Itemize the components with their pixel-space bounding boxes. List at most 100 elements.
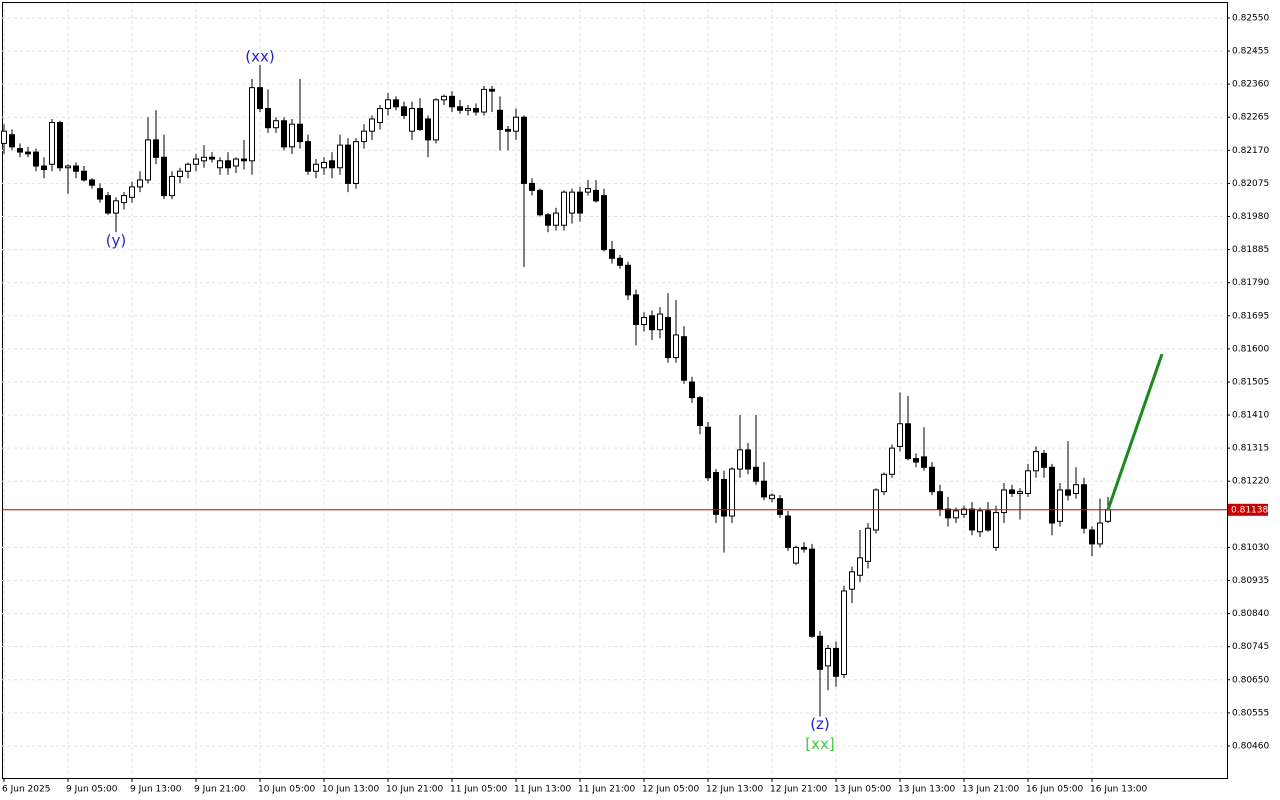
candle-body (57, 121, 63, 169)
y-tick-label: 0.81885 (1232, 245, 1269, 255)
candle-body (897, 423, 903, 447)
y-tick-label: 0.81315 (1232, 444, 1269, 454)
x-tick-label: 11 Jun 13:00 (514, 785, 571, 795)
wave-label: [xx] (805, 735, 834, 753)
candle-body (137, 179, 143, 188)
y-tick-label: 0.80555 (1232, 708, 1269, 718)
candle-body (129, 186, 135, 198)
candle-body (185, 163, 191, 172)
candle-body (257, 87, 263, 110)
candle-body (433, 99, 439, 141)
candle-body (89, 179, 95, 186)
y-tick-label: 0.82455 (1232, 47, 1269, 57)
y-tick-label: 0.80650 (1232, 675, 1269, 685)
candle-body (969, 508, 975, 531)
grid: 0.82550 0.82455 0.82360 0.82265 0.82170 0.820… (2, 3, 1269, 795)
candle-body (521, 116, 527, 184)
candle-body (273, 120, 279, 129)
x-tick-label: 12 Jun 21:00 (770, 785, 827, 795)
y-tick-label: 0.81790 (1232, 278, 1269, 288)
candle-body (993, 512, 999, 548)
candle-body (841, 590, 847, 676)
candle-body (697, 397, 703, 427)
candle-body (497, 109, 503, 130)
candle-body (961, 508, 967, 515)
candle-body (1065, 489, 1071, 496)
y-tick-label: 0.80460 (1232, 741, 1269, 751)
candle-body (345, 144, 351, 184)
candle-body (937, 491, 943, 510)
candle-body (633, 294, 639, 325)
candle-body (569, 191, 575, 214)
candle-body (681, 336, 687, 381)
x-tick-label: 11 Jun 21:00 (578, 785, 635, 795)
y-tick-label: 0.80745 (1232, 642, 1269, 652)
candle-body (921, 456, 927, 468)
x-tick-label: 9 Jun 13:00 (130, 785, 182, 795)
plot-frame (2, 2, 1228, 779)
candle-body (1073, 484, 1079, 494)
x-tick-label: 13 Jun 21:00 (962, 785, 1019, 795)
candle-body (145, 139, 151, 181)
wave-label: (xx) (245, 48, 274, 66)
y-tick-label: 0.82360 (1232, 80, 1269, 90)
candle-body (1057, 489, 1063, 522)
candle-body (49, 121, 55, 165)
candle-body (457, 106, 463, 111)
y-tick-label: 0.80935 (1232, 576, 1269, 586)
candle-body (849, 571, 855, 590)
candle-body (81, 170, 87, 181)
wave-label: (z) (810, 715, 830, 733)
candle-body (865, 527, 871, 562)
candle-body (401, 106, 407, 117)
candle-body (449, 95, 455, 108)
candle-body (793, 546, 799, 564)
candle-body (33, 151, 39, 167)
x-tick-label: 16 Jun 13:00 (1090, 785, 1147, 795)
candle-body (489, 88, 495, 92)
candle-body (289, 123, 295, 148)
candle-body (665, 317, 671, 359)
candle-body (73, 165, 79, 172)
candle-body (473, 108, 479, 113)
x-tick-label: 6 Jun 2025 (2, 785, 50, 795)
candle-body (745, 449, 751, 470)
candle-body (241, 158, 247, 162)
candle-body (385, 99, 391, 110)
candle-body (913, 458, 919, 463)
candle-body (161, 156, 167, 197)
x-tick-label: 16 Jun 05:00 (1026, 785, 1083, 795)
candle-body (505, 128, 511, 132)
candle-body (481, 88, 487, 113)
candle-body (393, 99, 399, 108)
candle-body (601, 195, 607, 251)
candle-body (785, 515, 791, 548)
x-tick-label: 10 Jun 05:00 (258, 785, 315, 795)
candle-body (1001, 489, 1007, 514)
x-tick-label: 12 Jun 05:00 (642, 785, 699, 795)
candle-body (369, 118, 375, 132)
candle-body (377, 108, 383, 123)
overlay: 0.81138 (xx) (y) (z) [xx] (2, 48, 1268, 753)
candle-body (561, 191, 567, 226)
candle-body (201, 156, 207, 162)
x-tick-label: 9 Jun 21:00 (194, 785, 246, 795)
candle-body (529, 182, 535, 191)
candle-body (777, 498, 783, 515)
candle-body (761, 480, 767, 498)
forecast-line (1106, 353, 1164, 511)
candle-body (737, 449, 743, 470)
candle-body (657, 313, 663, 331)
candle-body (577, 191, 583, 214)
candle-body (113, 200, 119, 214)
candle-body (705, 426, 711, 479)
candle-body (297, 123, 303, 143)
candle-body (17, 148, 23, 153)
y-tick-label: 0.81410 (1232, 411, 1269, 421)
candle-body (97, 188, 103, 200)
candle-body (721, 478, 727, 517)
wave-label: (y) (106, 232, 127, 250)
candle-body (753, 466, 759, 482)
candle-body (209, 156, 215, 160)
